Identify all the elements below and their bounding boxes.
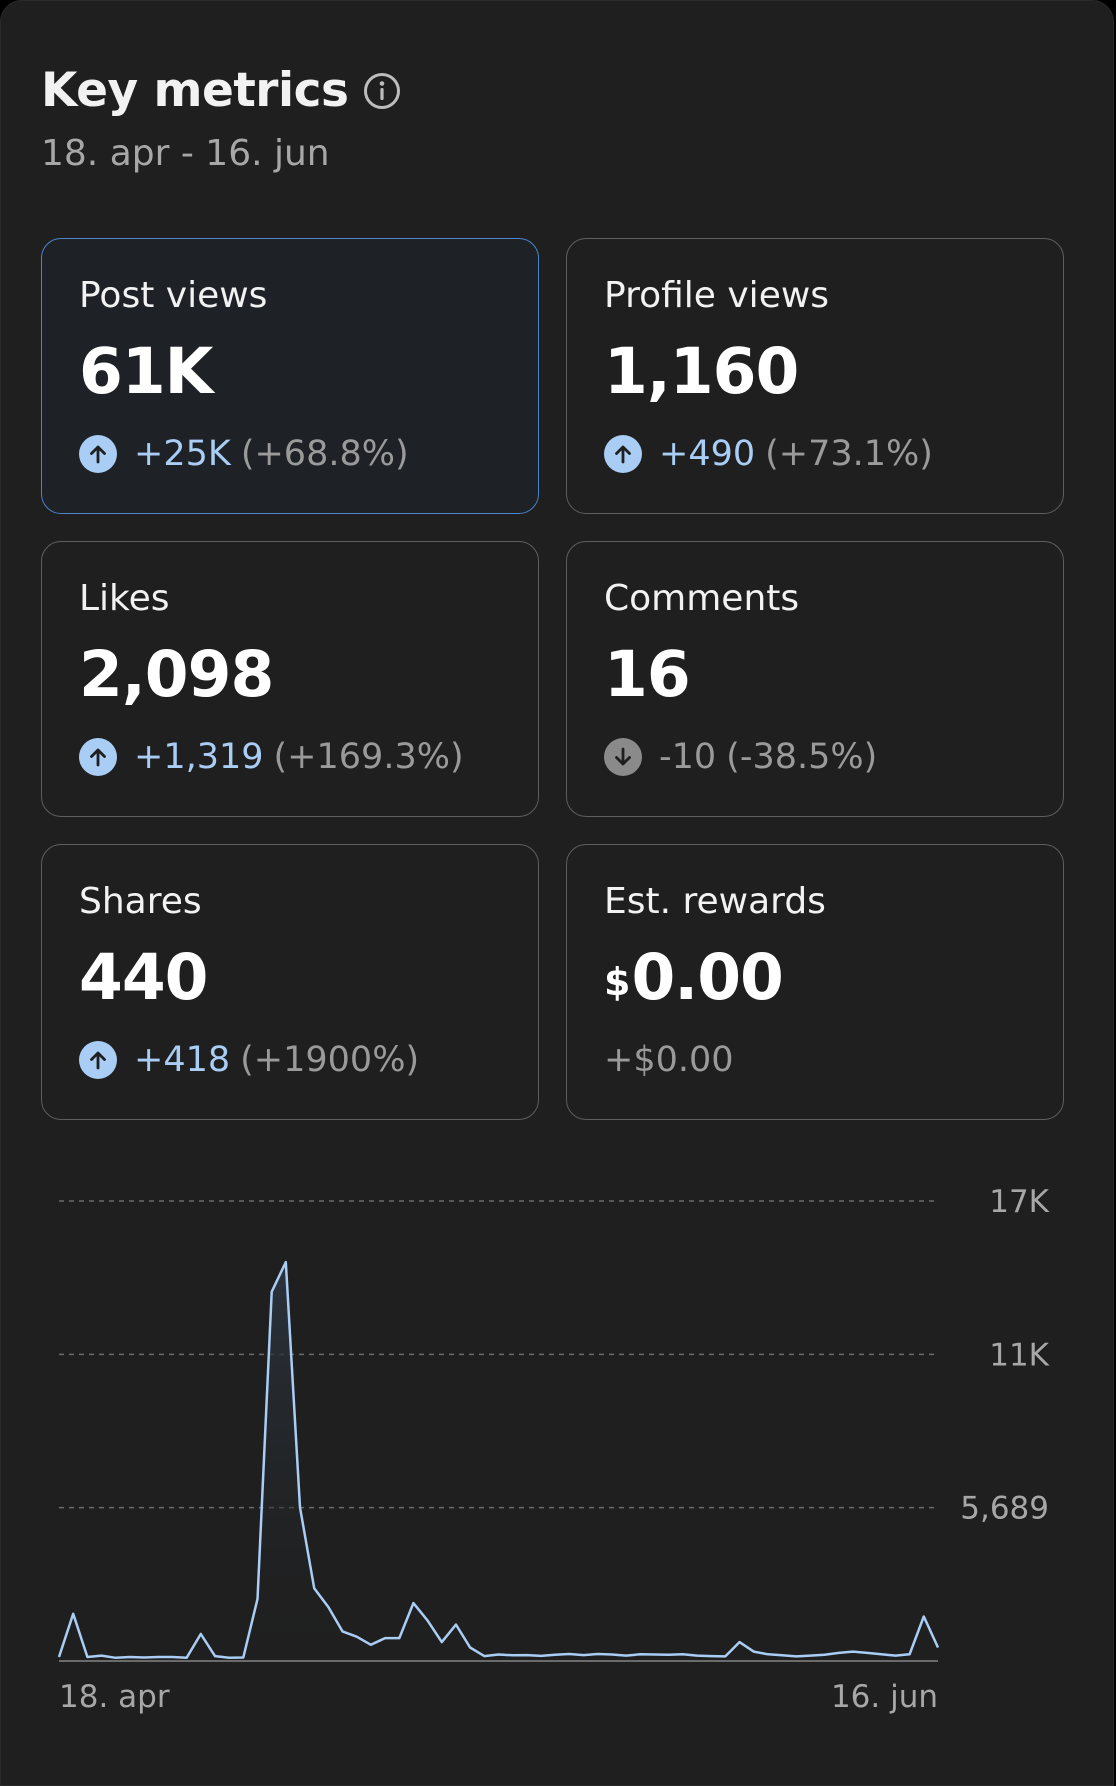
metric-delta: +25K (+68.8%) [79,434,409,474]
chart-series-line [57,1260,940,1660]
metric-delta-value: +$0.00 [604,1040,734,1080]
metric-delta: +490 (+73.1%) [604,434,933,474]
metric-value: 1,160 [604,335,799,408]
metric-card-comments[interactable]: Comments 16 -10 (-38.5%) [566,541,1064,817]
arrow-down-icon [604,738,642,776]
metric-delta: +1,319 (+169.3%) [79,737,464,777]
metric-delta-value: +25K [134,434,231,474]
currency-symbol: $ [604,960,630,1004]
metric-card-shares[interactable]: Shares 440 +418 (+1900%) [41,844,539,1120]
metric-delta-percent: (+73.1%) [765,434,933,474]
metric-delta-value: -10 [659,737,717,777]
y-tick-label: 5,689 [960,1491,1049,1527]
header: Key metrics [41,63,402,118]
metric-value: 16 [604,638,691,711]
metric-delta-value: +1,319 [134,737,264,777]
metric-delta-value: +418 [134,1040,231,1080]
metric-value-number: 0.00 [631,941,783,1014]
metric-value: $0.00 [604,941,784,1014]
metric-value: 440 [79,941,209,1014]
arrow-up-icon [79,1041,117,1079]
y-tick-label: 11K [989,1337,1049,1373]
metric-card-est-rewards[interactable]: Est. rewards $0.00 +$0.00 [566,844,1064,1120]
metric-delta: +$0.00 [604,1040,734,1080]
metric-delta-percent: (+68.8%) [240,434,409,474]
metric-label: Est. rewards [604,881,826,922]
metric-value: 61K [79,335,213,408]
arrow-up-icon [79,738,117,776]
x-tick-label-end: 16. jun [831,1679,938,1715]
metric-label: Comments [604,578,800,619]
metric-label: Shares [79,881,202,922]
arrow-up-icon [79,435,117,473]
metric-label: Post views [79,275,268,316]
date-range: 18. apr - 16. jun [41,133,330,174]
metric-delta: -10 (-38.5%) [604,737,877,777]
metric-card-post-views[interactable]: Post views 61K +25K (+68.8%) [41,238,539,514]
page-title: Key metrics [41,63,349,118]
metric-delta: +418 (+1900%) [79,1040,419,1080]
metric-delta-percent: (-38.5%) [726,737,878,777]
info-icon[interactable] [362,71,402,111]
metric-card-likes[interactable]: Likes 2,098 +1,319 (+169.3%) [41,541,539,817]
y-tick-label: 17K [989,1184,1049,1220]
metric-delta-percent: (+169.3%) [273,737,464,777]
metric-card-profile-views[interactable]: Profile views 1,160 +490 (+73.1%) [566,238,1064,514]
x-tick-label-start: 18. apr [59,1679,170,1715]
metric-label: Profile views [604,275,830,316]
metric-delta-value: +490 [659,434,756,474]
metric-label: Likes [79,578,170,619]
post-views-chart[interactable]: 5,689 11K 17K 18. apr 16. jun [1,1171,1116,1731]
metric-value: 2,098 [79,638,274,711]
chart-area [59,1262,938,1661]
metric-delta-percent: (+1900%) [240,1040,420,1080]
arrow-up-icon [604,435,642,473]
